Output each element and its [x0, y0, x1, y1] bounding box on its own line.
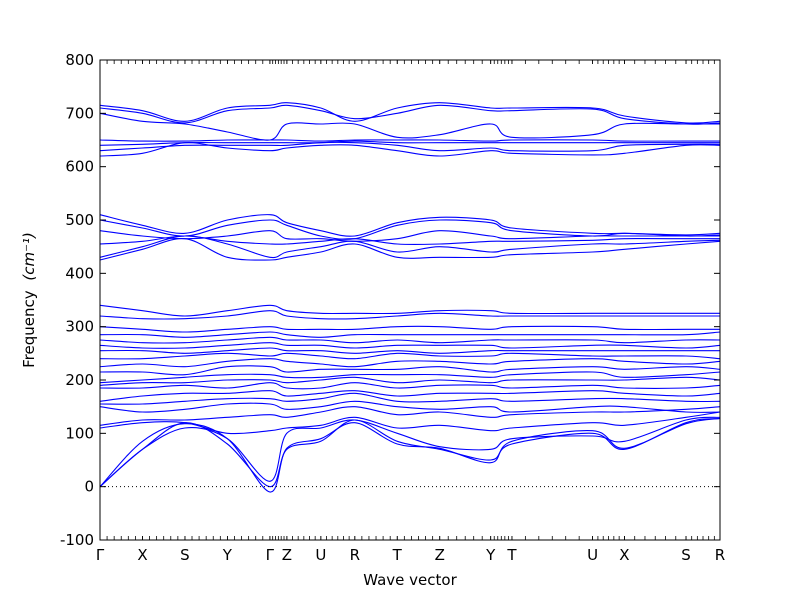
- y-tick-label: 500: [65, 211, 94, 229]
- band-line-3: [99, 416, 721, 488]
- y-tick-label: 200: [65, 371, 94, 389]
- band-line-32: [99, 112, 720, 141]
- band-line-11: [99, 371, 721, 384]
- band-line-25: [99, 230, 720, 242]
- band-line-1: [99, 417, 721, 488]
- x-tick-label: Y: [485, 546, 496, 564]
- band-line-7: [99, 392, 721, 405]
- y-axis-label-unit: (cm⁻¹): [20, 232, 38, 281]
- band-line-2: [99, 417, 721, 493]
- band-line-4: [99, 411, 721, 435]
- band-line-27: [99, 214, 721, 237]
- band-line-13: [99, 358, 721, 368]
- y-tick-label: 0: [84, 478, 94, 496]
- band-line-19: [99, 325, 720, 333]
- band-line-26: [99, 219, 721, 240]
- band-line-12: [99, 365, 721, 376]
- x-tick-label: U: [315, 546, 326, 564]
- x-axis-label: Wave vector: [363, 571, 457, 589]
- y-tick-label: 300: [65, 318, 94, 336]
- x-tick-label: Y: [222, 546, 233, 564]
- band-line-17: [99, 336, 721, 344]
- x-tick-label: Z: [435, 546, 445, 564]
- x-tick-label: R: [715, 546, 725, 564]
- x-tick-label: T: [392, 546, 403, 564]
- x-tick-label: T: [506, 546, 517, 564]
- band-line-23: [99, 235, 721, 259]
- band-line-14: [99, 352, 721, 360]
- band-line-33: [99, 104, 721, 125]
- x-tick-label: X: [137, 546, 147, 564]
- band-line-30: [99, 140, 720, 146]
- band-line-9: [99, 382, 721, 390]
- x-tick-label: Γ: [96, 546, 105, 564]
- y-tick-label: 700: [65, 104, 94, 122]
- band-line-18: [99, 331, 721, 338]
- band-line-16: [99, 342, 721, 349]
- y-tick-label: 100: [65, 424, 94, 442]
- x-tick-label: S: [180, 546, 190, 564]
- band-series-group: [99, 102, 721, 493]
- band-line-6: [99, 400, 721, 413]
- band-line-20: [99, 310, 720, 320]
- band-line-22: [99, 238, 721, 261]
- band-line-5: [99, 406, 721, 426]
- band-line-28: [99, 142, 721, 157]
- band-line-8: [99, 390, 721, 402]
- y-tick-label: 800: [65, 51, 94, 69]
- x-tick-label: R: [350, 546, 360, 564]
- y-axis-label-text: Frequency: [20, 290, 38, 368]
- plot-frame: [99, 59, 721, 541]
- y-axis-ticks: -100 0 100 200 300 400 500 600 700 800: [60, 51, 720, 549]
- band-line-10: [99, 376, 721, 386]
- band-line-34: [99, 102, 721, 124]
- y-tick-label: -100: [60, 531, 94, 549]
- x-tick-label: S: [681, 546, 691, 564]
- x-tick-label: Γ: [266, 546, 275, 564]
- x-tick-label: X: [619, 546, 629, 564]
- x-tick-label: Z: [282, 546, 292, 564]
- band-line-29: [99, 141, 721, 152]
- y-tick-label: 600: [65, 158, 94, 176]
- y-axis-label: Frequency (cm⁻¹): [20, 232, 38, 368]
- band-line-24: [99, 235, 720, 246]
- band-line-15: [99, 347, 720, 354]
- x-tick-label: U: [587, 546, 598, 564]
- band-line-31: [99, 139, 720, 142]
- y-tick-label: 400: [65, 264, 94, 282]
- band-line-21: [99, 304, 720, 317]
